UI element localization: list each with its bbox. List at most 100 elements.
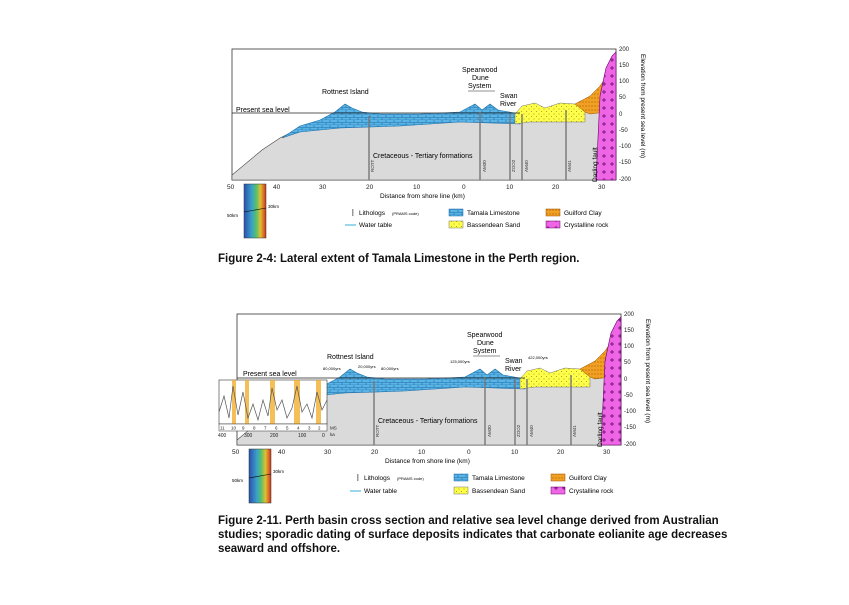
y-tick: -200: [619, 177, 632, 183]
y-axis: 200 150 100 50 0 -50 -100 -150 -200: [619, 47, 632, 183]
tamala-limestone: [281, 103, 521, 139]
y-tick: 50: [619, 95, 626, 101]
inset-label-50km: 50km: [227, 213, 238, 218]
x-tick: 50: [232, 449, 240, 456]
bore-label-am41: AM41: [567, 160, 572, 172]
y-tick: 50: [624, 360, 631, 366]
y-tick: 200: [624, 312, 635, 318]
legend-tamala: Tamala Limestone: [467, 210, 520, 217]
x-tick: 50: [227, 184, 235, 191]
legend-crystalline: Crystalline rock: [569, 488, 614, 495]
mis-stage: 7: [264, 426, 267, 431]
figure-1-caption: Figure 2-4: Lateral extent of Tamala Lim…: [218, 253, 580, 265]
y-tick: -100: [619, 144, 632, 150]
bore-label-rott: ROTT: [375, 425, 380, 437]
litholog-bores: [368, 110, 567, 180]
mis-stage: 10: [231, 426, 237, 431]
x-tick: 0: [467, 449, 471, 456]
bore-label-am40: AM40: [529, 425, 534, 437]
x-tick: 10: [506, 184, 514, 191]
label-darling-fault: Darling fault: [592, 147, 599, 182]
label-swan-1: Swan: [505, 358, 523, 365]
bore-label-zoo2: ZOO2: [511, 159, 516, 172]
crystalline-rock: [600, 316, 622, 446]
mis-stage: 11: [220, 426, 225, 431]
x-axis-title: Distance from shore line (km): [380, 193, 465, 200]
x-tick: 20: [371, 449, 379, 456]
x-tick: 10: [418, 449, 426, 456]
inset-label-30km: 30km: [268, 204, 279, 209]
inset-label-50km: 50km: [232, 478, 243, 483]
mis-stage: 4: [297, 426, 300, 431]
label-spearwood-3: System: [473, 348, 497, 355]
x-tick: 0: [462, 184, 466, 191]
label-swan-1: Swan: [500, 93, 518, 100]
caption-line: Figure 2-11. Perth basin cross section a…: [218, 515, 719, 527]
sea-level-curve-inset: 11 10 9 8 7 6 5 4 3 2 MS ka 400 300 200 …: [218, 379, 337, 439]
caption-line: seaward and offshore.: [218, 543, 341, 555]
y-tick: 150: [619, 63, 630, 69]
x-tick: 20: [366, 184, 374, 191]
cross-section-diagram-1: ROTT AM30 ZOO2 AM40 AM41 Rottnest Island…: [227, 47, 646, 239]
x-tick: 30: [598, 184, 606, 191]
legend-guilford: Guilford Clay: [564, 210, 602, 217]
y-axis: 200 150 100 50 0 -50 -100 -150 -200: [624, 312, 637, 448]
legend-lithologs-code: (PRAMS code): [392, 211, 419, 216]
y-tick: -200: [624, 442, 637, 448]
y-tick: 150: [624, 328, 635, 334]
x-tick: 20: [552, 184, 560, 191]
mis-stage: 8: [253, 426, 256, 431]
label-age-422k: 422,000yrs: [528, 355, 548, 360]
legend-tamala: Tamala Limestone: [472, 475, 525, 482]
x-axis: 50 40 30 20 10 0 10 20 30: [227, 184, 606, 191]
bore-label-zoo2: ZOO2: [516, 424, 521, 437]
y-tick: 100: [619, 79, 630, 85]
crystalline-rock: [595, 51, 617, 181]
label-age-125k: 125,000yrs: [450, 359, 470, 364]
mis-label: MS: [330, 426, 337, 431]
label-rottnest: Rottnest Island: [327, 354, 374, 361]
age-tick: 400: [218, 433, 227, 439]
legend-water-table: Water table: [359, 222, 392, 229]
label-age-80k: 80,000yrs: [323, 366, 341, 371]
x-tick: 30: [324, 449, 332, 456]
label-spearwood-1: Spearwood: [467, 332, 503, 339]
mis-stage: 9: [242, 426, 245, 431]
legend-crystalline: Crystalline rock: [564, 222, 609, 229]
litholog-bores: [373, 375, 572, 445]
legend-guilford: Guilford Clay: [569, 475, 607, 482]
label-cretaceous: Cretaceous - Tertiary formations: [373, 153, 473, 160]
bore-label-am30: AM30: [487, 425, 492, 437]
y-axis-title: Elevation from present sea level (m): [639, 54, 646, 158]
bore-label-am41: AM41: [572, 425, 577, 437]
legend-lithologs: Lithologs: [359, 210, 386, 217]
label-age-80k-b: 80,000yrs: [381, 366, 399, 371]
ka-label: ka: [330, 432, 335, 437]
cross-section-diagram-2: ROTT AM30 ZOO2 AM40 AM41 Rottnest Island…: [218, 312, 651, 504]
caption-line: studies; sporadic dating of surface depo…: [218, 529, 728, 541]
label-spearwood-2: Dune: [477, 340, 494, 347]
figure-2-caption: Figure 2-11. Perth basin cross section a…: [218, 514, 727, 556]
y-tick: -50: [619, 128, 628, 134]
legend: Lithologs (PRAMS code) Water table Tamal…: [345, 208, 609, 229]
x-axis: 50 40 30 20 10 0 10 20 30: [232, 449, 611, 456]
x-tick: 30: [603, 449, 611, 456]
bassendean-sand: [519, 367, 591, 390]
tamala-limestone: [286, 368, 526, 404]
legend-bassendean: Bassendean Sand: [467, 222, 521, 229]
bore-label-am30: AM30: [482, 160, 487, 172]
x-tick: 30: [319, 184, 327, 191]
y-tick: -50: [624, 393, 633, 399]
bore-label-rott: ROTT: [370, 160, 375, 172]
age-tick: 200: [270, 433, 279, 439]
inset-label-30km: 30km: [273, 469, 284, 474]
mis-stage: 3: [308, 426, 311, 431]
y-axis-title: Elevation from present sea level (m): [644, 319, 651, 423]
y-tick: 100: [624, 344, 635, 350]
figure-2: ROTT AM30 ZOO2 AM40 AM41 Rottnest Island…: [0, 300, 849, 600]
label-spearwood-1: Spearwood: [462, 67, 498, 74]
y-tick: -150: [624, 425, 637, 431]
mis-stage: 6: [275, 426, 278, 431]
x-tick: 10: [511, 449, 519, 456]
x-tick: 40: [278, 449, 286, 456]
